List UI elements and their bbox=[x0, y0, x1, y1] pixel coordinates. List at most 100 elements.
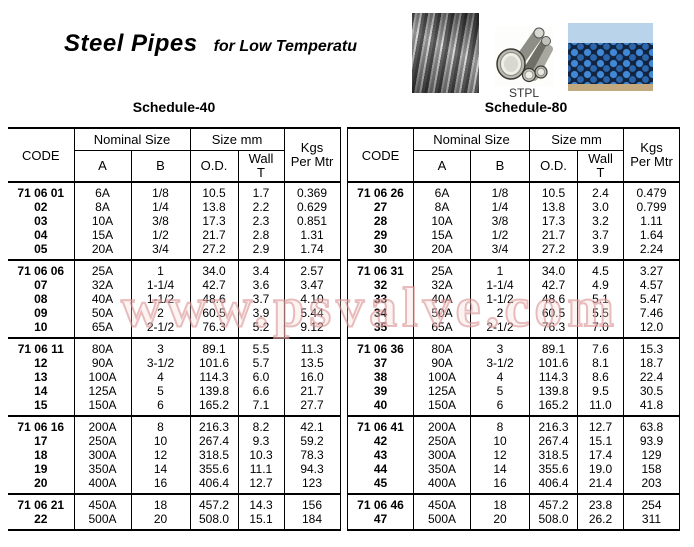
cell-od: 34.0 bbox=[529, 260, 578, 278]
cell-kgs: 11.3 bbox=[283, 338, 340, 356]
cell-b: 1/8 bbox=[130, 182, 190, 200]
cell-wall: 26.2 bbox=[577, 512, 624, 530]
cell-a: 65A bbox=[73, 320, 131, 338]
page-title: Steel Pipes bbox=[64, 30, 198, 57]
cell-od: 89.1 bbox=[189, 338, 238, 356]
table-row: 09 50A 2 60.5 3.9 5.44 bbox=[8, 306, 340, 320]
cell-wall: 8.2 bbox=[237, 416, 284, 434]
cell-wall: 3.4 bbox=[237, 260, 284, 278]
cell-wall: 2.4 bbox=[577, 182, 624, 200]
cell-wall: 12.7 bbox=[577, 416, 624, 434]
cell-a: 25A bbox=[413, 260, 471, 278]
cell-wall: 14.3 bbox=[237, 494, 284, 512]
cell-b: 3/4 bbox=[130, 242, 190, 260]
photo-caption-stpl: STPL bbox=[508, 86, 539, 100]
table-row: 05 20A 3/4 27.2 2.9 1.74 bbox=[8, 242, 340, 260]
cell-code: 71 06 21 bbox=[17, 498, 65, 512]
cell-b: 1-1/2 bbox=[470, 292, 530, 306]
cell-a: 15A bbox=[413, 228, 471, 242]
cell-od: 114.3 bbox=[189, 370, 238, 384]
cell-b: 6 bbox=[130, 398, 190, 416]
cell-kgs: 123 bbox=[283, 476, 340, 494]
header-b: B bbox=[470, 150, 530, 182]
cell-kgs: 9.12 bbox=[283, 320, 340, 338]
cell-code: 47 bbox=[373, 512, 388, 526]
cell-wall: 2.9 bbox=[237, 242, 284, 260]
cell-kgs: 0.799 bbox=[623, 200, 680, 214]
cell-wall: 12.7 bbox=[237, 476, 284, 494]
cell-b: 1/4 bbox=[130, 200, 190, 214]
cell-code: 71 06 01 bbox=[17, 186, 65, 200]
cell-code: 40 bbox=[373, 398, 388, 412]
cell-b: 2-1/2 bbox=[470, 320, 530, 338]
cell-kgs: 5.44 bbox=[283, 306, 340, 320]
table-row: 03 10A 3/8 17.3 2.3 0.851 bbox=[8, 214, 340, 228]
cell-od: 139.8 bbox=[529, 384, 578, 398]
cell-od: 21.7 bbox=[529, 228, 578, 242]
cell-a: 6A bbox=[413, 182, 471, 200]
cell-b: 4 bbox=[470, 370, 530, 384]
table-row: 71 06 11 80A 3 89.1 5.5 11.3 bbox=[8, 338, 340, 356]
cell-a: 125A bbox=[73, 384, 131, 398]
cell-code: 71 06 46 bbox=[357, 498, 404, 512]
cell-wall: 4.9 bbox=[577, 278, 624, 292]
cell-kgs: 2.24 bbox=[623, 242, 680, 260]
row-group: 71 06 16 200A 8 216.3 8.2 42.1 17 250A 10 267.4 9.… bbox=[8, 416, 340, 494]
row-group: 71 06 21 450A 18 457.2 14.3 156 22 500A 20 508.0 1… bbox=[8, 494, 340, 530]
cell-kgs: 0.369 bbox=[283, 182, 340, 200]
table-row: 17 250A 10 267.4 9.3 59.2 bbox=[8, 434, 340, 448]
cell-kgs: 12.0 bbox=[623, 320, 680, 338]
cell-b: 3/4 bbox=[470, 242, 530, 260]
cell-b: 1/2 bbox=[130, 228, 190, 242]
cell-a: 90A bbox=[413, 356, 471, 370]
cell-b: 14 bbox=[470, 462, 530, 476]
cell-kgs: 203 bbox=[623, 476, 680, 494]
header-a: A bbox=[73, 150, 131, 182]
table-row: 71 06 26 6A 1/8 10.5 2.4 0.479 bbox=[348, 182, 680, 200]
cell-b: 20 bbox=[130, 512, 190, 530]
cell-b: 3-1/2 bbox=[470, 356, 530, 370]
pipe-bundle-photo bbox=[495, 27, 553, 87]
header-od: O.D. bbox=[189, 150, 238, 182]
cell-kgs: 42.1 bbox=[283, 416, 340, 434]
cell-b: 1-1/4 bbox=[130, 278, 190, 292]
header-b: B bbox=[130, 150, 190, 182]
cell-a: 450A bbox=[73, 494, 131, 512]
row-group: 71 06 01 6A 1/8 10.5 1.7 0.369 02 8A 1/4 13.8 2.2 0… bbox=[8, 182, 340, 260]
header-od: O.D. bbox=[529, 150, 578, 182]
cell-kgs: 16.0 bbox=[283, 370, 340, 384]
cell-kgs: 15.3 bbox=[623, 338, 680, 356]
row-group: 71 06 31 25A 1 34.0 4.5 3.27 32 32A 1-1/4 42.7 4.9… bbox=[347, 260, 680, 338]
table-row: 44 350A 14 355.6 19.0 158 bbox=[348, 462, 680, 476]
cell-wall: 3.7 bbox=[237, 292, 284, 306]
cell-b: 16 bbox=[130, 476, 190, 494]
table-row: 43 300A 12 318.5 17.4 129 bbox=[348, 448, 680, 462]
cell-od: 165.2 bbox=[189, 398, 238, 416]
cell-od: 13.8 bbox=[529, 200, 578, 214]
cell-od: 508.0 bbox=[529, 512, 578, 530]
cell-b: 14 bbox=[130, 462, 190, 476]
cell-wall: 23.8 bbox=[577, 494, 624, 512]
header-wall-t: Wall T bbox=[577, 150, 624, 182]
header-row-1: CODE Nominal Size Size mm Kgs Per Mtr bbox=[348, 128, 680, 182]
cell-od: 508.0 bbox=[189, 512, 238, 530]
header-kgs-per-mtr: Kgs Per Mtr bbox=[283, 128, 340, 182]
cell-a: 65A bbox=[413, 320, 471, 338]
table-row: 13 100A 4 114.3 6.0 16.0 bbox=[8, 370, 340, 384]
cell-wall: 19.0 bbox=[577, 462, 624, 476]
cell-od: 267.4 bbox=[529, 434, 578, 448]
cell-od: 406.4 bbox=[189, 476, 238, 494]
cell-od: 457.2 bbox=[189, 494, 238, 512]
cell-wall: 5.1 bbox=[577, 292, 624, 306]
cell-a: 40A bbox=[413, 292, 471, 306]
cell-od: 42.7 bbox=[189, 278, 238, 292]
cell-kgs: 93.9 bbox=[623, 434, 680, 448]
table-row: 34 50A 2 60.5 5.5 7.46 bbox=[348, 306, 680, 320]
header-wall-t: Wall T bbox=[237, 150, 284, 182]
cell-od: 13.8 bbox=[189, 200, 238, 214]
cell-od: 216.3 bbox=[189, 416, 238, 434]
cell-kgs: 0.629 bbox=[283, 200, 340, 214]
cell-code: 02 bbox=[34, 200, 48, 214]
cell-code: 22 bbox=[34, 512, 48, 526]
cell-code: 17 bbox=[34, 434, 48, 448]
